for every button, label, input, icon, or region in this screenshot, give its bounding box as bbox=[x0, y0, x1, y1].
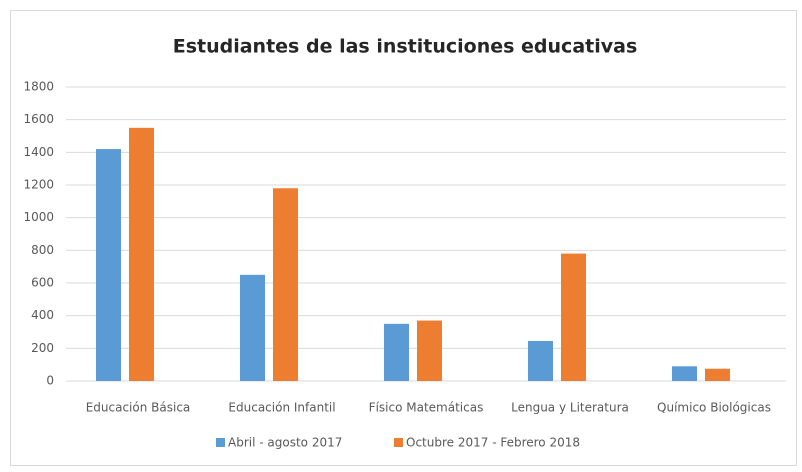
legend-label: Octubre 2017 - Febrero 2018 bbox=[406, 436, 580, 450]
bar bbox=[129, 127, 154, 381]
y-tick-label: 1200 bbox=[23, 178, 54, 192]
y-tick-label: 800 bbox=[31, 243, 54, 257]
bar bbox=[528, 340, 553, 381]
bar bbox=[561, 253, 586, 381]
bar bbox=[705, 368, 730, 381]
legend-label: Abril - agosto 2017 bbox=[228, 436, 342, 450]
y-tick-label: 1600 bbox=[23, 112, 54, 126]
y-tick-label: 400 bbox=[31, 308, 54, 322]
bar bbox=[240, 274, 265, 381]
bar bbox=[384, 323, 409, 381]
y-tick-label: 1000 bbox=[23, 210, 54, 224]
bar bbox=[672, 366, 697, 381]
x-tick-label: Educación Infantil bbox=[228, 401, 335, 415]
y-tick-label: 1800 bbox=[23, 80, 54, 94]
x-tick-label: Físico Matemáticas bbox=[369, 401, 484, 415]
x-tick-label: Educación Básica bbox=[86, 401, 191, 415]
legend-swatch bbox=[216, 438, 225, 447]
chart-title: Estudiantes de las instituciones educati… bbox=[173, 36, 638, 58]
x-tick-label: Químico Biológicas bbox=[657, 401, 771, 415]
x-tick-label: Lengua y Literatura bbox=[511, 401, 629, 415]
y-tick-label: 200 bbox=[31, 341, 54, 355]
y-tick-label: 0 bbox=[46, 374, 54, 388]
y-tick-label: 1400 bbox=[23, 145, 54, 159]
legend-swatch bbox=[394, 438, 403, 447]
bar bbox=[96, 149, 121, 381]
chart-border bbox=[10, 10, 797, 466]
bar bbox=[273, 188, 298, 381]
y-tick-label: 600 bbox=[31, 276, 54, 290]
bar bbox=[417, 320, 442, 381]
